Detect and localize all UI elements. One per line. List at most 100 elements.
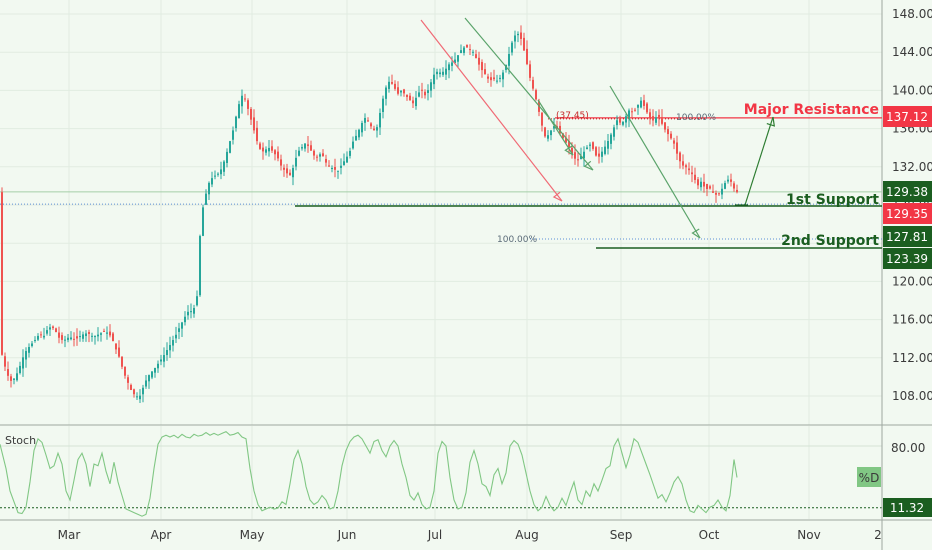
candle-body [295, 157, 297, 167]
candle-body [655, 117, 657, 123]
candle-body [616, 120, 618, 126]
candle-body [178, 328, 180, 332]
candle-body [367, 120, 369, 122]
candle-body [112, 333, 114, 342]
candle-body [37, 335, 39, 340]
candle-body [490, 77, 492, 81]
candle-body [94, 336, 96, 338]
price-tick-label: 132.00 [892, 160, 932, 174]
candle-body [484, 69, 486, 75]
candle-body [343, 161, 345, 166]
candle-body [685, 165, 687, 168]
candle-body [514, 35, 516, 42]
candle-body [232, 130, 234, 140]
candle-body [358, 129, 360, 138]
candle-body [532, 79, 534, 89]
candle-body [439, 72, 441, 75]
candle-body [451, 62, 453, 66]
candle-body [127, 377, 129, 383]
candle-body [598, 153, 600, 157]
candle-body [61, 335, 63, 340]
candle-body [286, 168, 288, 174]
candle-body [73, 338, 75, 340]
candle-body [541, 112, 543, 126]
price-tick-label: 148.00 [892, 7, 932, 21]
green-trend-arrow-3 [609, 85, 701, 239]
price-tick-label: 144.00 [892, 45, 932, 59]
candle-body [610, 134, 612, 144]
candle-body [85, 333, 87, 337]
candle-body [526, 48, 528, 65]
candle-body [49, 327, 51, 330]
price-tick-label: 116.00 [892, 313, 932, 327]
candle-body [148, 375, 150, 382]
candle-body [562, 133, 564, 139]
candle-body [574, 152, 576, 159]
red-trend-arrow-head [552, 191, 563, 202]
candle-body [268, 147, 270, 152]
candle-body [646, 103, 648, 113]
candle-body [46, 330, 48, 334]
candle-body [703, 181, 705, 187]
candle-body [328, 165, 330, 167]
candle-body [628, 110, 630, 120]
candle-body [31, 343, 33, 347]
candle-body [529, 64, 531, 78]
green-trend-arrow-3-head [691, 228, 701, 239]
candle-body [265, 149, 267, 153]
candle-body [22, 357, 24, 369]
candle-body [64, 339, 66, 341]
candle-body [109, 331, 111, 336]
time-tick-label: Apr [151, 528, 172, 542]
time-tick-label: May [240, 528, 265, 542]
candle-body [304, 143, 306, 149]
candle-body [673, 140, 675, 144]
candle-body [517, 33, 519, 36]
candle-body [481, 62, 483, 71]
candle-body [583, 151, 585, 159]
candle-body [493, 77, 495, 80]
candle-body [661, 117, 663, 124]
stoch-badge: %D [859, 471, 880, 485]
stoch-line [0, 430, 738, 517]
candle-body [196, 296, 198, 306]
candle-body [28, 347, 30, 353]
candle-body [283, 167, 285, 170]
candle-body [115, 343, 117, 350]
candle-body [145, 380, 147, 387]
candle-body [361, 122, 363, 133]
candle-body [67, 337, 69, 340]
candlestick-series [1, 25, 738, 404]
candle-body [709, 186, 711, 189]
candle-body [523, 37, 525, 51]
candle-body [658, 114, 660, 119]
candle-body [190, 311, 192, 313]
candle-body [421, 89, 423, 91]
candle-body [475, 54, 477, 59]
candle-body [466, 44, 468, 48]
candle-body [394, 83, 396, 89]
candle-body [424, 91, 426, 96]
candle-body [220, 169, 222, 175]
candle-body [430, 82, 432, 91]
candle-body [550, 130, 552, 136]
time-tick-label: Nov [797, 528, 820, 542]
price-tag-bg [883, 181, 932, 202]
candle-body [235, 116, 237, 129]
candle-body [733, 183, 735, 189]
candle-body [427, 90, 429, 93]
candle-body [379, 112, 381, 128]
candle-body [397, 87, 399, 94]
candle-body [91, 335, 93, 337]
price-tag-label: 137.12 [886, 110, 928, 124]
candle-body [649, 112, 651, 118]
candle-body [214, 175, 216, 177]
green-trend-arrow-1 [464, 17, 594, 171]
candle-body [337, 170, 339, 172]
candle-body [13, 378, 15, 380]
candle-body [676, 142, 678, 154]
candle-body [727, 179, 729, 182]
candle-body [43, 335, 45, 338]
